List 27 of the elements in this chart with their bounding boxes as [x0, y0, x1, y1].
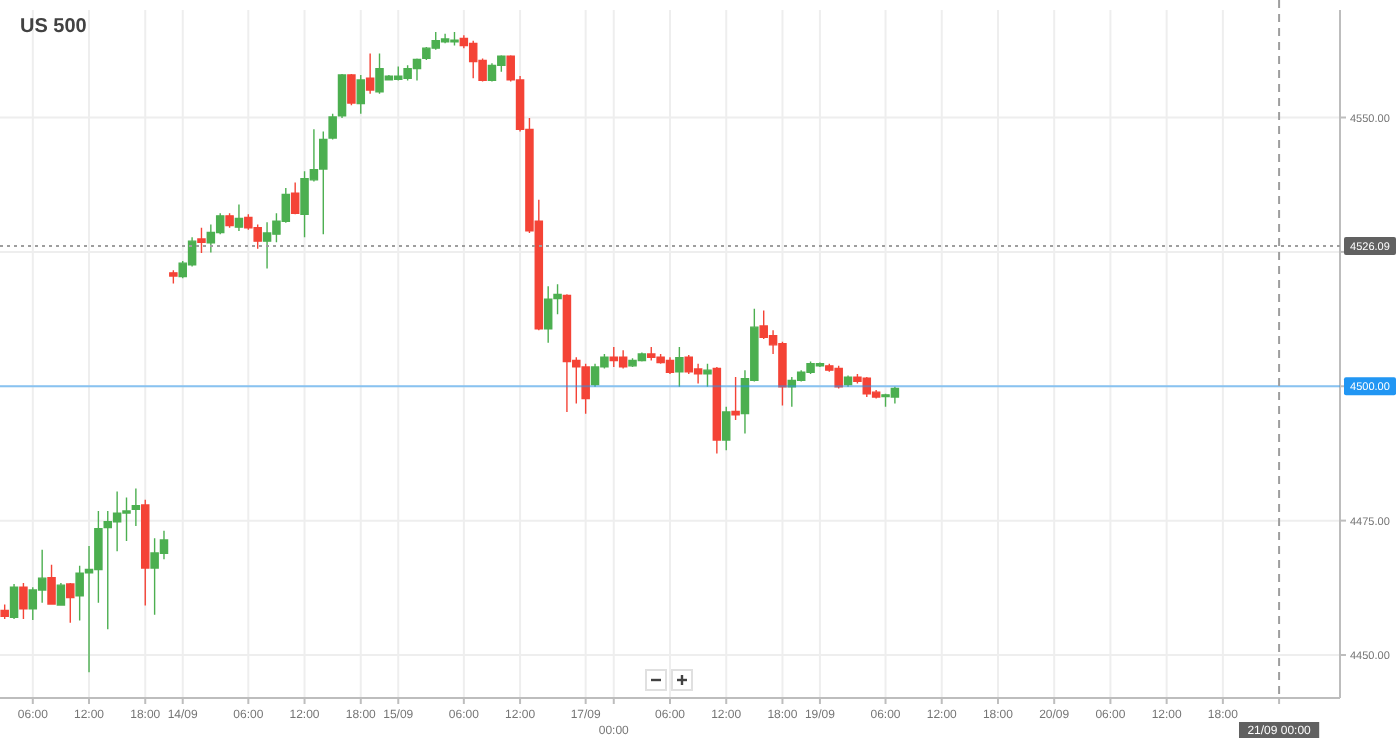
- candlestick: [609, 346, 619, 368]
- candlestick: [131, 487, 141, 527]
- candlestick: [356, 74, 366, 115]
- candlestick: [234, 203, 244, 232]
- candlestick: [0, 603, 9, 620]
- candlestick: [56, 582, 66, 607]
- chart-title: US 500: [20, 16, 88, 38]
- candlestick: [47, 564, 56, 606]
- candlestick: [365, 52, 375, 95]
- candlestick: [843, 374, 853, 388]
- candlestick: [618, 349, 628, 370]
- candlestick: [703, 362, 712, 388]
- candlestick: [225, 212, 234, 229]
- candlestick: [66, 582, 75, 624]
- candlestick: [169, 269, 178, 285]
- candlestick: [347, 73, 356, 106]
- candlestick: [9, 583, 19, 620]
- candlestick: [731, 376, 740, 421]
- candlestick: [787, 376, 797, 408]
- candlestick: [712, 366, 722, 455]
- candlestick: [675, 346, 684, 388]
- candlestick: [197, 226, 206, 254]
- candlestick: [19, 582, 28, 620]
- candlestick: [290, 181, 300, 215]
- candlestick: [140, 498, 150, 607]
- candlestick: [721, 405, 731, 451]
- candlestick: [75, 565, 84, 622]
